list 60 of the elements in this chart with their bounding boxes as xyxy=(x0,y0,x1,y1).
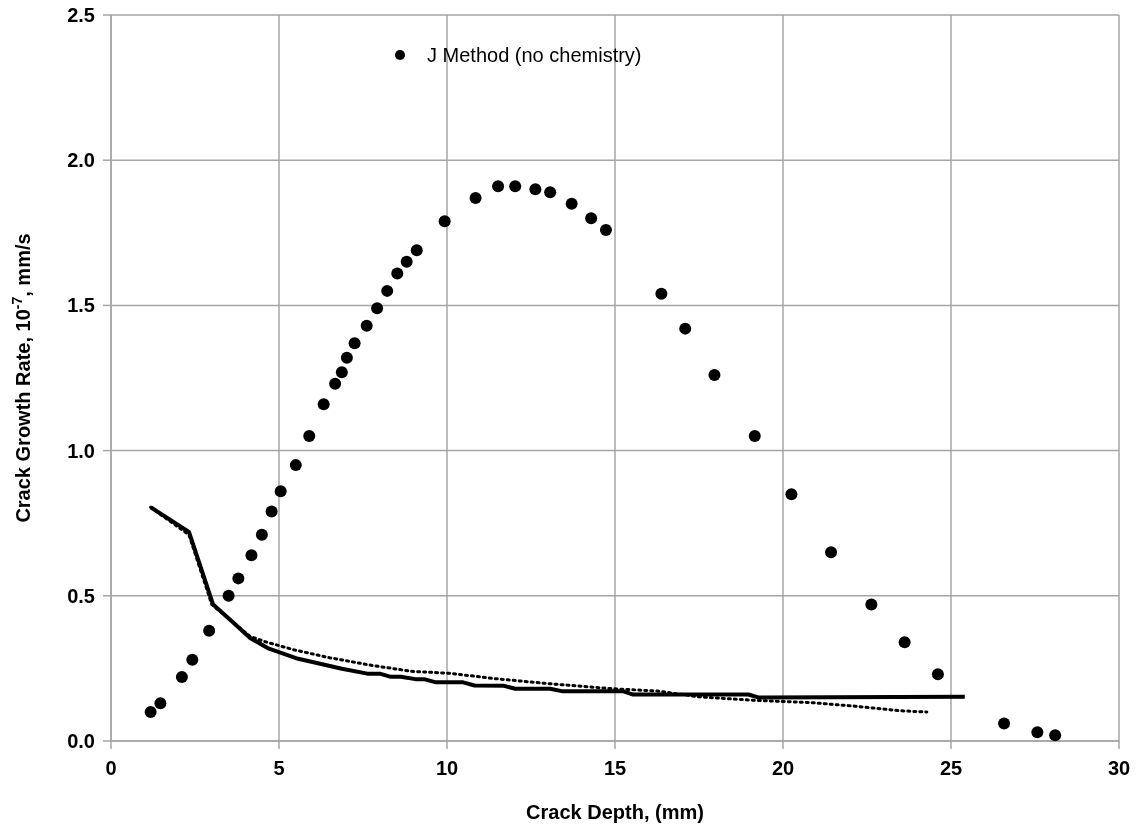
point xyxy=(274,485,287,498)
point xyxy=(265,505,278,518)
point xyxy=(203,624,216,637)
point xyxy=(329,377,342,390)
point xyxy=(825,546,838,559)
point xyxy=(371,302,384,315)
point xyxy=(655,287,668,300)
point xyxy=(931,668,944,681)
point xyxy=(469,191,482,204)
point xyxy=(303,430,316,443)
y-tick-label: 0.0 xyxy=(67,730,95,752)
point xyxy=(154,697,167,710)
point xyxy=(1031,726,1044,739)
point xyxy=(317,398,330,411)
point xyxy=(232,572,245,585)
point xyxy=(222,589,235,602)
point xyxy=(679,322,692,335)
point xyxy=(400,255,413,268)
point xyxy=(340,351,353,364)
x-tick-label: 10 xyxy=(435,757,459,779)
point xyxy=(410,244,423,257)
point xyxy=(748,430,761,443)
x-axis-title: Crack Depth, (mm) xyxy=(526,801,704,823)
point xyxy=(144,705,157,718)
legend-label: J Method (no chemistry) xyxy=(427,44,642,66)
point xyxy=(998,717,1011,730)
point xyxy=(245,549,258,562)
x-tick-label: 25 xyxy=(939,757,963,779)
point xyxy=(335,366,348,379)
y-tick-label: 0.5 xyxy=(67,584,95,607)
point xyxy=(255,528,268,541)
point xyxy=(186,653,199,666)
point xyxy=(348,337,361,350)
x-tick-label: 30 xyxy=(1107,757,1131,779)
y-tick-label: 1.0 xyxy=(67,439,95,462)
point xyxy=(865,598,878,611)
point xyxy=(175,671,188,684)
point xyxy=(585,212,598,225)
point xyxy=(360,319,373,332)
point xyxy=(289,459,302,472)
y-tick-label: 2.0 xyxy=(67,149,95,172)
point xyxy=(492,180,505,193)
point xyxy=(529,183,542,196)
point xyxy=(438,215,451,228)
point xyxy=(565,197,578,210)
point xyxy=(381,284,394,297)
x-tick-label: 20 xyxy=(771,757,795,779)
x-tick-label: 5 xyxy=(273,757,285,779)
y-tick-label: 1.5 xyxy=(67,294,95,317)
point xyxy=(1049,729,1062,742)
x-tick-label: 15 xyxy=(603,757,627,779)
point xyxy=(708,369,721,382)
point xyxy=(898,636,911,649)
point xyxy=(544,186,557,199)
point xyxy=(785,488,798,501)
point xyxy=(599,223,612,236)
point xyxy=(391,267,404,280)
point xyxy=(509,180,522,193)
x-tick-label: 0 xyxy=(105,757,117,779)
y-tick-label: 2.5 xyxy=(67,4,95,26)
